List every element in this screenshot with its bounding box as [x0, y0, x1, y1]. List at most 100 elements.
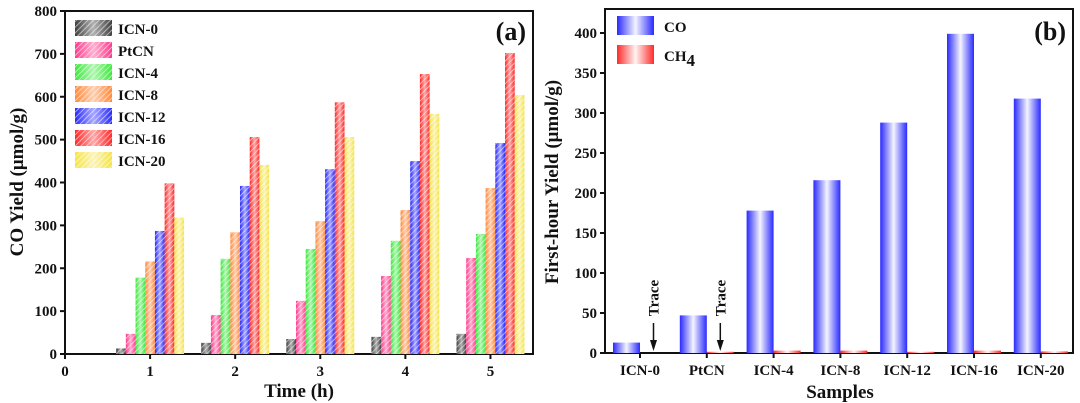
bar-icn-4-t4: [390, 240, 401, 354]
bar-icn-0-t2: [201, 342, 211, 354]
bar-co-ptcn: [679, 315, 707, 353]
bar-icn-16-t5: [505, 53, 515, 354]
legend-swatch-ch4: [617, 45, 654, 64]
legend-label: PtCN: [118, 44, 154, 60]
arrow-head-icon: [650, 340, 657, 351]
bar-icn-8-t2: [230, 232, 241, 354]
chart-b-legend: CO CH4: [617, 16, 696, 70]
y-tick-label: 100: [575, 266, 598, 282]
legend-label: ICN-16: [118, 132, 166, 148]
bar-ptcn-t5: [466, 257, 476, 354]
chart-a-legend: ICN-0 PtCN ICN-4 ICN-8 ICN-12 ICN-16 ICN-20: [75, 20, 166, 170]
bar-co-icn-0: [613, 342, 640, 353]
y-tick-label: 100: [35, 304, 58, 320]
x-tick-label: ICN-4: [754, 363, 794, 379]
x-tick-label: ICN-20: [1017, 363, 1065, 379]
y-tick-label: 800: [35, 4, 58, 20]
chart-b-panel-label: (b): [1034, 17, 1066, 46]
legend-item-icn-8: ICN-8: [75, 86, 158, 104]
legend-label: ICN-4: [118, 66, 158, 82]
x-tick-label: 5: [487, 364, 495, 380]
bar-ptcn-t3: [296, 300, 306, 354]
bar-icn-20-t4: [429, 113, 440, 355]
y-tick-label: 700: [35, 47, 58, 63]
y-tick-label: 600: [35, 90, 58, 106]
bar-icn-4-t3: [305, 248, 316, 354]
legend-label: ICN-12: [118, 110, 166, 126]
chart-a: 0 1 2 3 4 5 0 100 200 300 400 500 600 700 800 ICN-0 Pt…: [7, 4, 534, 402]
bar-ch4-ptcn: [706, 351, 734, 353]
chart-a-x-axis-title: Time (h): [264, 381, 334, 402]
x-tick-label: 4: [402, 364, 410, 380]
bar-icn-16-t2: [249, 137, 260, 354]
annotation-trace-icn-0: Trace: [647, 279, 663, 351]
bar-icn-0-t4: [371, 336, 382, 354]
chart-b: ICN-0 PtCN ICN-4 ICN-8 ICN-12 ICN-16 ICN-20 0 5…: [542, 8, 1074, 403]
bar-icn-0-t1: [116, 348, 126, 354]
legend-label: ICN-0: [118, 22, 158, 38]
bar-icn-12-t5: [495, 143, 506, 354]
bar-icn-4-t5: [475, 233, 486, 354]
y-tick-label: 300: [575, 106, 598, 122]
x-tick-label: ICN-16: [950, 363, 998, 379]
bar-ptcn-t2: [210, 314, 221, 354]
bar-co-icn-20: [1013, 98, 1041, 353]
bar-ch4-icn-4: [773, 350, 801, 353]
x-tick-label: ICN-8: [820, 363, 860, 379]
bar-icn-4-t1: [135, 277, 146, 354]
x-tick-label: ICN-0: [620, 363, 660, 379]
bar-ch4-icn-8: [840, 350, 868, 353]
chart-a-panel-label: (a): [496, 17, 526, 46]
bar-icn-20-t5: [514, 95, 525, 354]
y-tick-label: 500: [35, 133, 58, 149]
bar-icn-8-t1: [145, 261, 155, 354]
bar-ptcn-t1: [125, 333, 136, 354]
bar-icn-20-t3: [344, 137, 355, 354]
x-tick-label: 0: [61, 364, 69, 380]
y-tick-label: 400: [575, 26, 598, 42]
legend-item-icn-16: ICN-16: [75, 130, 166, 148]
bar-icn-20-t2: [259, 164, 270, 354]
y-tick-label: 300: [35, 218, 58, 234]
legend-item-icn-0: ICN-0: [75, 20, 158, 38]
bar-icn-8-t4: [400, 209, 411, 354]
bar-icn-20-t1: [174, 217, 185, 354]
y-tick-label: 350: [575, 66, 598, 82]
legend-item-icn-12: ICN-12: [75, 108, 166, 126]
bar-co-icn-8: [813, 180, 841, 353]
bar-icn-8-t5: [485, 188, 496, 354]
chart-b-y-axis-title: First-hour Yield (μmol/g): [542, 80, 563, 284]
x-tick-label: 2: [231, 364, 239, 380]
legend-item-icn-4: ICN-4: [75, 64, 158, 82]
bar-icn-12-t1: [154, 230, 165, 354]
legend-item-ptcn: PtCN: [75, 42, 154, 60]
arrow-head-icon: [716, 340, 724, 351]
bar-icn-4-t2: [220, 258, 231, 354]
bar-icn-12-t2: [240, 185, 250, 354]
bar-icn-8-t3: [315, 221, 326, 354]
y-tick-label: 0: [590, 346, 598, 362]
legend-label-ch4: CH4: [664, 49, 696, 70]
y-tick-label: 200: [35, 261, 58, 277]
legend-label-ch4-main: CH: [664, 49, 687, 65]
bar-icn-12-t3: [325, 169, 335, 354]
x-tick-label: PtCN: [689, 363, 725, 379]
bar-icn-16-t1: [164, 183, 175, 354]
bar-icn-16-t4: [419, 74, 430, 355]
x-tick-label: 3: [317, 364, 325, 380]
chart-b-bars: [613, 33, 1068, 354]
y-tick-label: 200: [575, 186, 598, 202]
bar-ch4-icn-12: [907, 351, 935, 353]
bar-ch4-icn-20: [1040, 351, 1068, 353]
legend-label-ch4-subscript: 4: [687, 51, 696, 70]
legend-item-icn-20: ICN-20: [75, 152, 166, 170]
bar-co-icn-16: [947, 33, 974, 354]
legend-label: ICN-8: [118, 88, 158, 104]
bar-co-icn-4: [746, 210, 774, 353]
chart-b-x-axis: ICN-0 PtCN ICN-4 ICN-8 ICN-12 ICN-16 ICN-20: [620, 353, 1065, 379]
chart-b-x-axis-title: Samples: [806, 382, 874, 403]
bar-ch4-icn-16: [974, 350, 1001, 353]
chart-a-y-axis-title: CO Yield (μmol/g): [7, 108, 28, 257]
y-tick-label: 50: [582, 306, 597, 322]
